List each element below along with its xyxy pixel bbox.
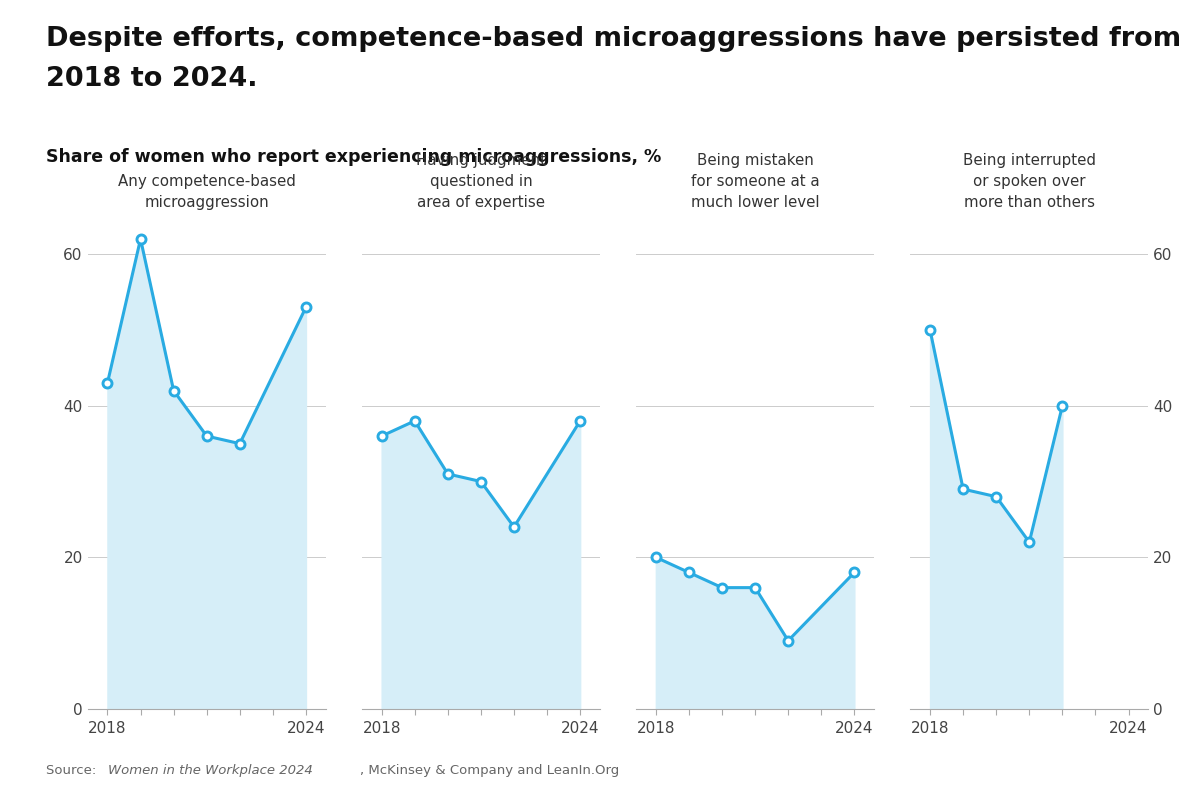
Point (647, 551, 666, 564)
Point (98, 376, 118, 389)
Text: Having judgment
questioned in
area of expertise: Having judgment questioned in area of ex… (416, 153, 546, 210)
Point (713, 582, 732, 594)
Point (954, 483, 973, 496)
Point (438, 468, 457, 481)
Point (1052, 400, 1072, 413)
Text: Women in the Workplace 2024: Women in the Workplace 2024 (108, 764, 313, 777)
Point (845, 566, 864, 579)
Text: Share of women who report experiencing microaggressions, %: Share of women who report experiencing m… (46, 148, 661, 166)
Point (570, 414, 589, 427)
Text: Being mistaken
for someone at a
much lower level: Being mistaken for someone at a much low… (691, 153, 820, 210)
Point (679, 566, 698, 579)
Text: Being interrupted
or spoken over
more than others: Being interrupted or spoken over more th… (962, 153, 1096, 210)
Text: Source:: Source: (46, 764, 100, 777)
Point (920, 324, 940, 336)
Point (131, 232, 150, 245)
Text: 2018 to 2024.: 2018 to 2024. (46, 66, 257, 91)
Text: , McKinsey & Company and LeanIn.Org: , McKinsey & Company and LeanIn.Org (360, 764, 619, 777)
Point (296, 301, 316, 314)
Point (1020, 536, 1039, 549)
Point (406, 414, 425, 427)
Text: Any competence-based
microaggression: Any competence-based microaggression (118, 174, 295, 210)
Point (504, 521, 523, 533)
Point (197, 429, 216, 442)
Point (779, 634, 798, 647)
Point (372, 429, 391, 442)
Point (230, 437, 250, 450)
Point (745, 582, 764, 594)
Point (472, 475, 491, 488)
Text: Despite efforts, competence-based microaggressions have persisted from: Despite efforts, competence-based microa… (46, 26, 1181, 51)
Point (986, 490, 1006, 503)
Point (164, 384, 184, 397)
